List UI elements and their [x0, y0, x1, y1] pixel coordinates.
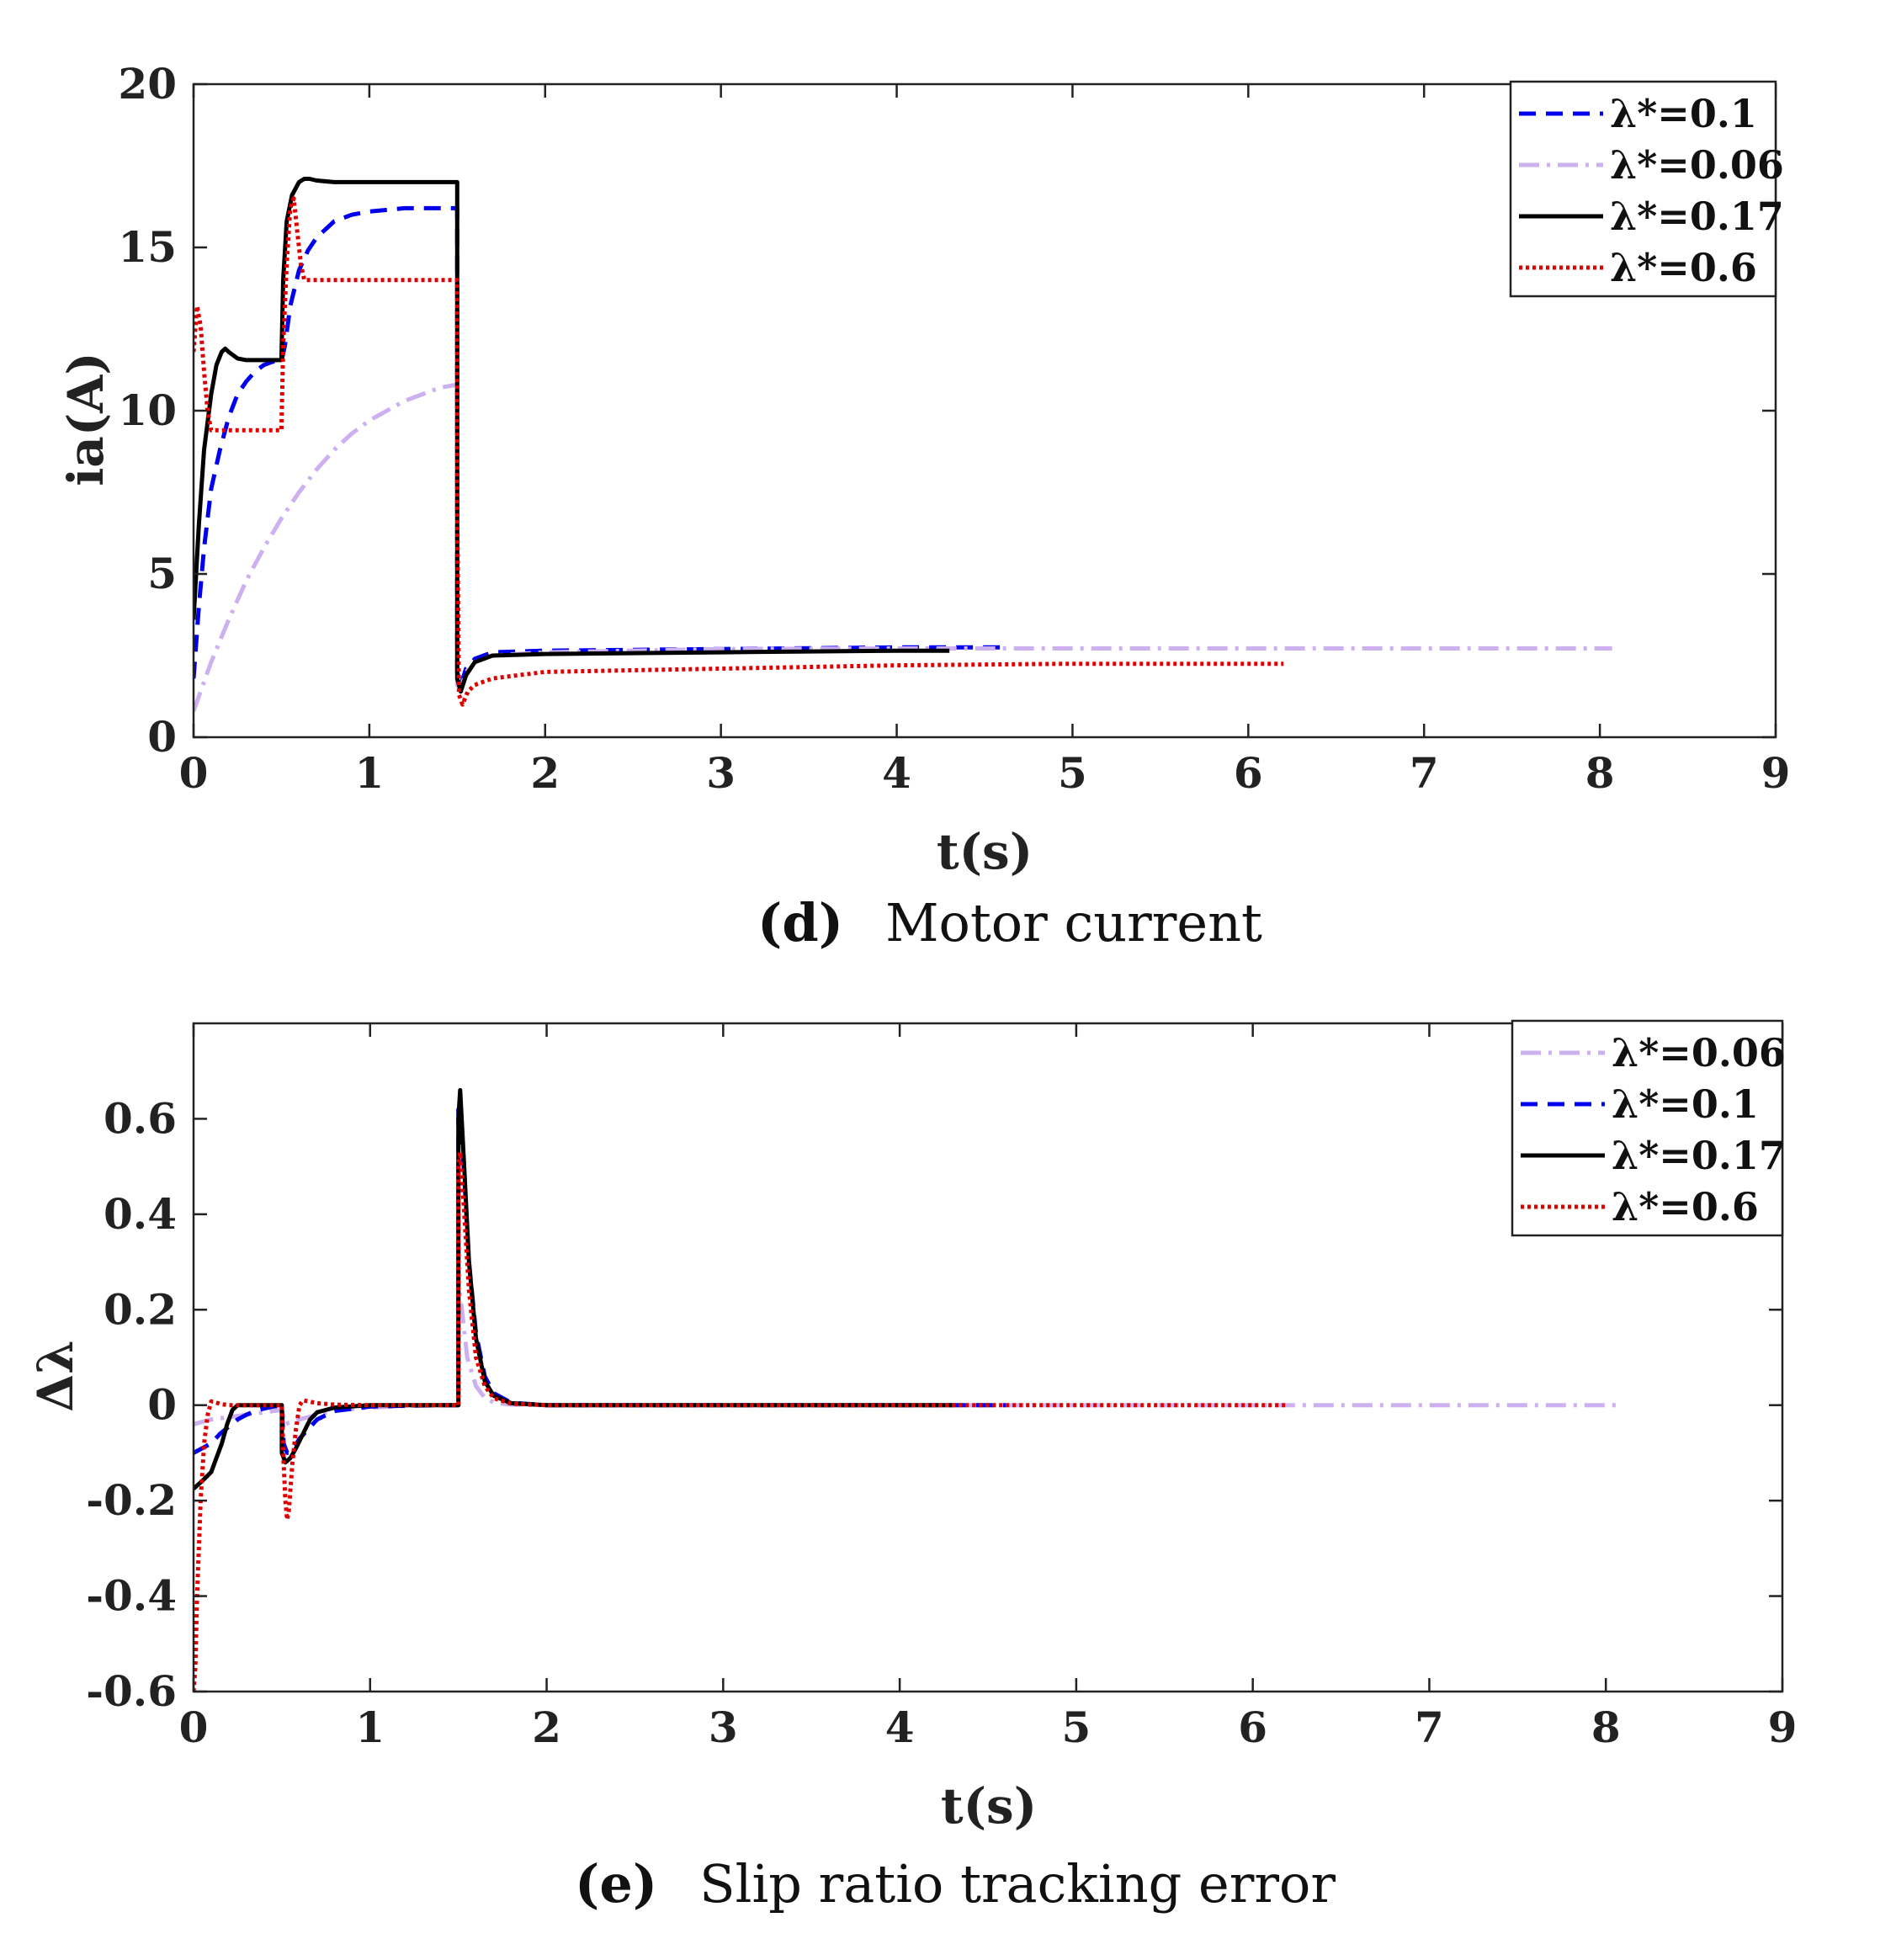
x-tick-label: 2: [532, 1702, 561, 1752]
caption-text: Slip ratio tracking error: [699, 1853, 1336, 1915]
series-line-l060: [194, 196, 1284, 707]
legend-box: [1509, 80, 1777, 298]
x-tick-label: 8: [1585, 748, 1615, 798]
y-tick-label: 20: [118, 59, 177, 109]
y-tick-label: -0.4: [86, 1571, 177, 1621]
caption: (d) Motor current: [757, 892, 1262, 953]
x-axis-title: t(s): [937, 823, 1033, 880]
caption-tag: (e): [575, 1853, 657, 1915]
legend-label: λ*=0.06: [1610, 142, 1784, 188]
x-tick-label: 5: [1061, 1702, 1091, 1752]
series-line-l060: [194, 1150, 1288, 1692]
x-axis-title: t(s): [941, 1777, 1037, 1835]
series-line-l017: [194, 177, 950, 694]
x-tick-label: 7: [1415, 1702, 1444, 1752]
legend-label: λ*=0.17: [1610, 194, 1784, 239]
y-tick-label: 0: [147, 712, 177, 762]
caption-text: Motor current: [885, 892, 1262, 953]
y-tick-label: 0: [147, 1380, 177, 1430]
x-tick-label: 4: [885, 1702, 915, 1752]
x-tick-label: 0: [179, 748, 209, 798]
legend-label: λ*=0.6: [1612, 1184, 1759, 1230]
x-tick-label: 1: [354, 748, 384, 798]
plot-frame: [192, 1022, 1784, 1693]
legend-label: λ*=0.1: [1612, 1081, 1759, 1127]
x-tick-label: 9: [1761, 748, 1791, 798]
y-axis-title: ia(A): [57, 352, 114, 486]
legend-label: λ*=0.17: [1612, 1133, 1786, 1178]
x-tick-label: 6: [1238, 1702, 1267, 1752]
x-tick-label: 0: [179, 1702, 209, 1752]
y-tick-label: -0.6: [86, 1666, 177, 1716]
x-tick-label: 7: [1410, 748, 1439, 798]
y-tick-label: 5: [147, 549, 177, 598]
legend-label: λ*=0.6: [1610, 245, 1757, 290]
y-tick-label: 0.2: [104, 1284, 177, 1334]
series-line-l010: [194, 1097, 1006, 1455]
series-line-l006: [194, 382, 1612, 712]
x-tick-label: 9: [1768, 1702, 1798, 1752]
legend: λ*=0.1 λ*=0.06 λ*=0.17 λ*=0.6: [1509, 80, 1784, 298]
legend-box: [1511, 1019, 1784, 1237]
x-tick-label: 1: [355, 1702, 385, 1752]
y-tick-label: 0.6: [104, 1093, 177, 1143]
x-tick-label: 5: [1058, 748, 1087, 798]
caption: (e) Slip ratio tracking error: [575, 1853, 1336, 1915]
x-tick-label: 6: [1234, 748, 1263, 798]
caption-tag: (d): [757, 892, 843, 953]
x-tick-label: 2: [530, 748, 560, 798]
legend-label: λ*=0.06: [1612, 1030, 1786, 1076]
x-tick-label: 4: [882, 748, 911, 798]
x-tick-label: 3: [709, 1702, 738, 1752]
legend-label: λ*=0.1: [1610, 91, 1757, 136]
x-tick-label: 8: [1591, 1702, 1621, 1752]
y-tick-label: 15: [118, 222, 177, 272]
legend: λ*=0.06 λ*=0.1 λ*=0.17 λ*=0.6: [1511, 1019, 1786, 1237]
y-tick-label: 10: [118, 385, 177, 435]
y-axis-title: Δλ: [27, 1340, 84, 1412]
x-tick-label: 3: [706, 748, 736, 798]
y-tick-label: -0.2: [86, 1475, 177, 1525]
series-line-l010: [194, 205, 1002, 688]
y-tick-label: 0.4: [104, 1189, 177, 1239]
slip-ratio-error-chart: 0 1 2 3 4 5 6 7 8 9 -0.6 -0.4 -0.2 0 0.2 0.4 0.6 t(s) Δλ…: [27, 1019, 1798, 1915]
